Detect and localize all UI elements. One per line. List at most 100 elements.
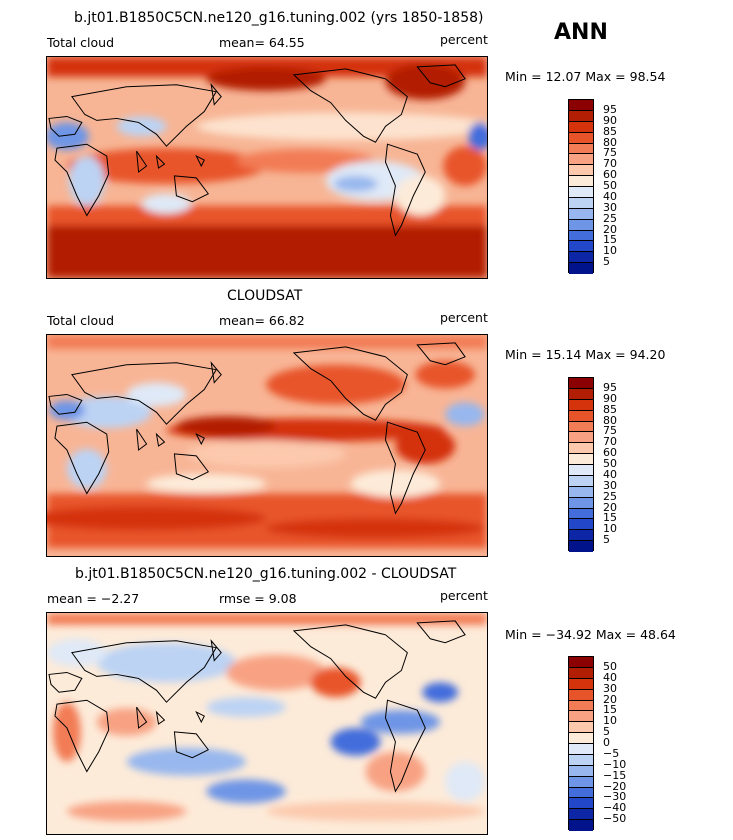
panel-1-colorbar bbox=[568, 99, 594, 274]
colorbar-level-label: 95 bbox=[603, 380, 617, 394]
colorbar-segment bbox=[569, 700, 593, 712]
colorbar-segment bbox=[569, 820, 593, 831]
colorbar-level-label: 70 bbox=[603, 157, 617, 171]
colorbar-level-label: 5 bbox=[603, 533, 610, 547]
colorbar-level-label: 30 bbox=[603, 200, 617, 214]
colorbar-level-label: 95 bbox=[603, 102, 617, 116]
colorbar-segment bbox=[569, 798, 593, 810]
colorbar-segment bbox=[569, 454, 593, 465]
colorbar-segment bbox=[569, 165, 593, 177]
colorbar-segment bbox=[569, 143, 593, 155]
colorbar-level-label: 10 bbox=[603, 244, 617, 258]
panel-2-mean: mean= 66.82 bbox=[219, 313, 305, 328]
panel-1-title: b.jt01.B1850C5CN.ne120_g16.tuning.002 (y… bbox=[74, 10, 484, 26]
colorbar-level-label: 30 bbox=[603, 681, 617, 695]
panel-3-colorbar bbox=[568, 656, 594, 831]
colorbar-segment bbox=[569, 187, 593, 198]
colorbar-segment bbox=[569, 399, 593, 411]
colorbar-level-label: 90 bbox=[603, 113, 617, 127]
colorbar-level-label: −5 bbox=[603, 746, 620, 760]
colorbar-level-label: 5 bbox=[603, 725, 610, 739]
colorbar-segment bbox=[569, 176, 593, 187]
panel-3-mean: mean = −2.27 bbox=[47, 591, 140, 606]
colorbar-segment bbox=[569, 765, 593, 777]
colorbar-level-label: 50 bbox=[603, 179, 617, 192]
colorbar-segment bbox=[569, 154, 593, 166]
colorbar-segment bbox=[569, 388, 593, 400]
colorbar-segment bbox=[569, 519, 593, 531]
colorbar-level-label: 15 bbox=[603, 703, 617, 717]
colorbar-level-label: 25 bbox=[603, 211, 617, 225]
panel-1-map bbox=[46, 56, 488, 279]
colorbar-level-label: 50 bbox=[603, 457, 617, 470]
colorbar-level-label: 80 bbox=[603, 135, 617, 149]
panel-3-title: b.jt01.B1850C5CN.ne120_g16.tuning.002 - … bbox=[75, 566, 457, 582]
panel-2-map bbox=[46, 334, 488, 557]
colorbar-level-label: 20 bbox=[603, 222, 617, 236]
colorbar-segment bbox=[569, 230, 593, 242]
colorbar-level-label: 75 bbox=[603, 424, 617, 438]
panel-2-variable-label: Total cloud bbox=[47, 313, 115, 328]
colorbar-segment bbox=[569, 421, 593, 433]
colorbar-level-label: 75 bbox=[603, 146, 617, 160]
panel-2-colorbar bbox=[568, 377, 594, 552]
colorbar-segment bbox=[569, 132, 593, 144]
colorbar-level-label: −20 bbox=[603, 779, 627, 793]
colorbar-segment bbox=[569, 263, 593, 274]
colorbar-level-label: 0 bbox=[603, 736, 610, 749]
panel-2-title: CLOUDSAT bbox=[227, 288, 303, 304]
colorbar-level-label: −40 bbox=[603, 801, 627, 815]
colorbar-segment bbox=[569, 465, 593, 476]
colorbar-level-label: 15 bbox=[603, 511, 617, 525]
colorbar-level-label: 5 bbox=[603, 255, 610, 269]
colorbar-segment bbox=[569, 208, 593, 220]
colorbar-level-label: 50 bbox=[603, 659, 617, 673]
colorbar-level-label: 20 bbox=[603, 500, 617, 514]
colorbar-level-label: 85 bbox=[603, 124, 617, 138]
colorbar-level-label: 40 bbox=[603, 670, 617, 684]
panel-3-map bbox=[46, 612, 488, 835]
colorbar-segment bbox=[569, 219, 593, 231]
panel-1-range: Min = 12.07 Max = 98.54 bbox=[505, 69, 666, 84]
panel-3-rmse: rmse = 9.08 bbox=[219, 591, 297, 606]
colorbar-level-label: 85 bbox=[603, 402, 617, 416]
colorbar-segment bbox=[569, 443, 593, 455]
colorbar-segment bbox=[569, 722, 593, 734]
colorbar-segment bbox=[569, 432, 593, 444]
colorbar-level-label: 30 bbox=[603, 478, 617, 492]
colorbar-segment bbox=[569, 689, 593, 701]
colorbar-segment bbox=[569, 475, 593, 487]
colorbar-segment bbox=[569, 744, 593, 755]
colorbar-level-label: 10 bbox=[603, 714, 617, 728]
colorbar-level-label: 60 bbox=[603, 168, 617, 182]
panel-1-mean: mean= 64.55 bbox=[219, 35, 305, 50]
colorbar-level-label: 70 bbox=[603, 435, 617, 449]
colorbar-segment bbox=[569, 410, 593, 422]
colorbar-level-label: 80 bbox=[603, 413, 617, 427]
colorbar-segment bbox=[569, 809, 593, 821]
colorbar-level-label: 15 bbox=[603, 233, 617, 247]
colorbar-segment bbox=[569, 733, 593, 744]
colorbar-segment bbox=[569, 754, 593, 766]
colorbar-level-label: −50 bbox=[603, 812, 627, 826]
colorbar-segment bbox=[569, 667, 593, 679]
colorbar-segment bbox=[569, 486, 593, 498]
colorbar-level-label: 60 bbox=[603, 446, 617, 460]
colorbar-level-label: 40 bbox=[603, 189, 617, 203]
colorbar-segment bbox=[569, 378, 593, 389]
colorbar-segment bbox=[569, 508, 593, 520]
panel-3-range: Min = −34.92 Max = 48.64 bbox=[505, 627, 676, 642]
colorbar-segment bbox=[569, 110, 593, 122]
colorbar-segment bbox=[569, 241, 593, 253]
colorbar-level-label: −10 bbox=[603, 757, 627, 771]
colorbar-segment bbox=[569, 678, 593, 690]
colorbar-segment bbox=[569, 100, 593, 111]
colorbar-segment bbox=[569, 121, 593, 133]
panel-2-units: percent bbox=[440, 310, 488, 325]
panel-2-range: Min = 15.14 Max = 94.20 bbox=[505, 347, 666, 362]
panel-1-units: percent bbox=[440, 32, 488, 47]
colorbar-level-label: 40 bbox=[603, 467, 617, 481]
colorbar-level-label: 25 bbox=[603, 489, 617, 503]
panel-2-map-svg bbox=[47, 335, 487, 556]
colorbar-level-label: 90 bbox=[603, 391, 617, 405]
